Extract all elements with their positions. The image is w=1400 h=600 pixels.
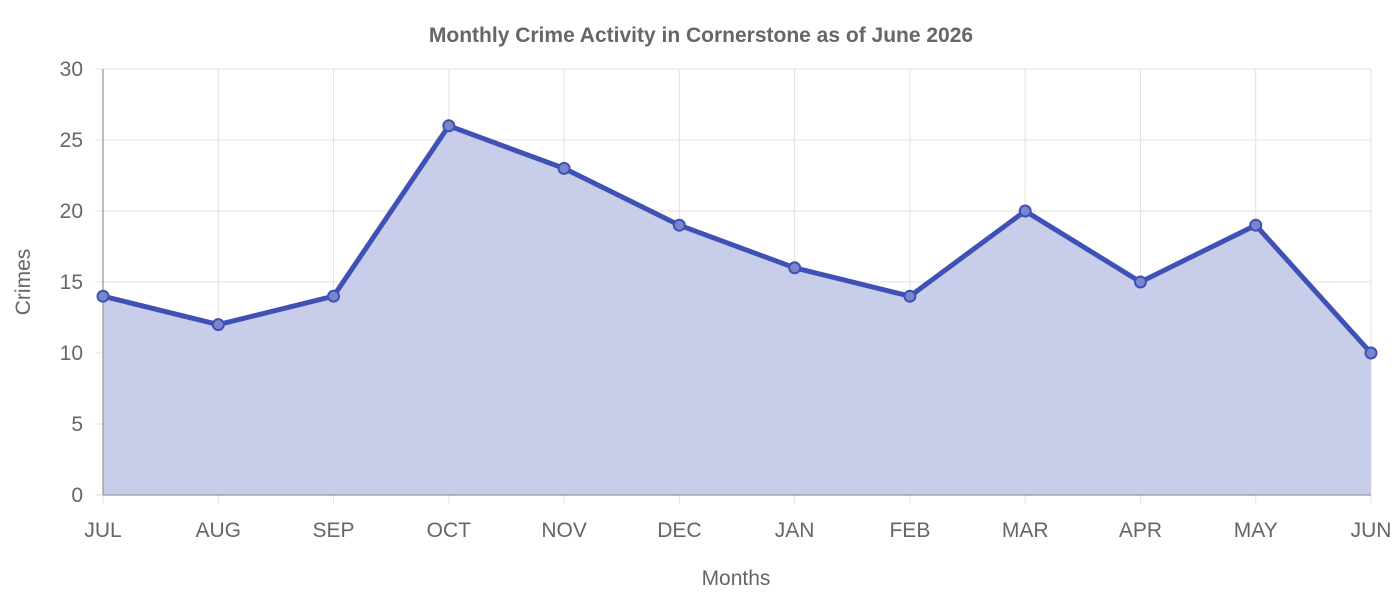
- data-point-may: [1249, 218, 1263, 232]
- y-tick-label: 0: [71, 484, 83, 507]
- x-axis-label: Months: [702, 567, 771, 590]
- x-tick-label: MAR: [1002, 519, 1049, 542]
- x-tick-label: FEB: [889, 519, 930, 542]
- axes: [102, 69, 1371, 496]
- y-tick-labels: 0 5 10 15 20 25 30: [60, 58, 83, 507]
- data-point-dec: [672, 218, 686, 232]
- data-point-jun: [1364, 346, 1378, 360]
- y-axis-label: Crimes: [12, 249, 35, 316]
- data-point-jul: [96, 289, 110, 303]
- data-point-sep: [327, 289, 341, 303]
- y-tick-label: 15: [60, 271, 83, 294]
- data-points: [96, 119, 1378, 360]
- x-tick-label: OCT: [427, 519, 472, 542]
- data-point-oct: [442, 119, 456, 133]
- y-tick-label: 30: [60, 58, 83, 81]
- x-tick-label: NOV: [541, 519, 587, 542]
- chart-title: Monthly Crime Activity in Cornerstone as…: [429, 24, 973, 47]
- y-tick-label: 25: [60, 129, 83, 152]
- x-tick-label: JAN: [775, 519, 815, 542]
- data-point-mar: [1018, 204, 1032, 218]
- data-point-jan: [788, 261, 802, 275]
- x-tick-label: JUN: [1351, 519, 1392, 542]
- data-point-nov: [557, 161, 571, 175]
- x-tick-label: SEP: [313, 519, 355, 542]
- x-tick-label: AUG: [196, 519, 242, 542]
- y-tick-label: 10: [60, 342, 83, 365]
- x-tick-label: DEC: [657, 519, 701, 542]
- y-tick-label: 5: [71, 413, 83, 436]
- data-point-feb: [903, 289, 917, 303]
- x-tick-label: APR: [1119, 519, 1162, 542]
- series-line: [100, 123, 1374, 356]
- x-tick-label: MAY: [1234, 519, 1278, 542]
- data-point-apr: [1133, 275, 1147, 289]
- x-tick-label: JUL: [84, 519, 121, 542]
- y-tick-label: 20: [60, 200, 83, 223]
- x-tick-labels: JUL AUG SEP OCT NOV DEC JAN FEB MAR APR MAY JUN: [84, 519, 1391, 542]
- area-fill: [103, 125, 1371, 496]
- data-point-aug: [211, 318, 225, 332]
